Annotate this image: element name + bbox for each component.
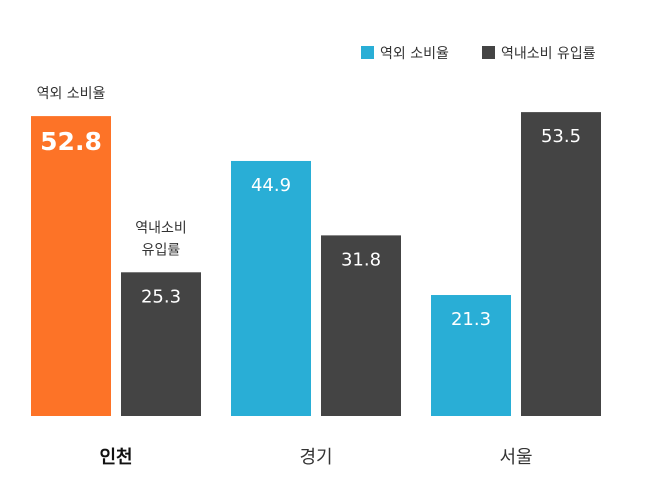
annotation-2-line-2: 유입률 <box>142 242 181 258</box>
category-label-2: 경기 <box>299 447 332 468</box>
legend-swatch-2 <box>482 46 495 59</box>
legend-label-2: 역내소비 유입률 <box>501 46 596 62</box>
value-label-2-series-2: 31.8 <box>341 249 381 270</box>
bar-1-series-1 <box>31 116 111 416</box>
bar-3-series-2 <box>521 112 601 417</box>
legend-swatch-1 <box>361 46 374 59</box>
value-label-2-series-1: 44.9 <box>251 175 291 196</box>
value-label-1-series-1: 52.8 <box>40 127 102 156</box>
value-label-3-series-1: 21.3 <box>451 309 491 330</box>
value-label-1-series-2: 25.3 <box>141 286 181 307</box>
bar-3-series-1 <box>431 295 511 416</box>
value-label-3-series-2: 53.5 <box>541 126 581 147</box>
legend-label-1: 역외 소비율 <box>380 46 449 62</box>
annotation-1-line-1: 역외 소비율 <box>37 86 106 102</box>
category-labels: 인천 경기 서울 <box>99 447 532 468</box>
bar-1-series-2 <box>121 272 201 416</box>
legend: 역외 소비율 역내소비 유입률 <box>361 46 596 62</box>
category-label-1: 인천 <box>99 447 132 468</box>
value-labels: 52.8 25.3 44.9 31.8 21.3 53.5 <box>40 126 581 330</box>
annotation-2-line-1: 역내소비 <box>135 220 187 236</box>
bar-2-series-2 <box>321 235 401 416</box>
bar-2-series-1 <box>231 160 311 416</box>
bars <box>31 112 601 417</box>
category-label-3: 서울 <box>499 447 532 468</box>
